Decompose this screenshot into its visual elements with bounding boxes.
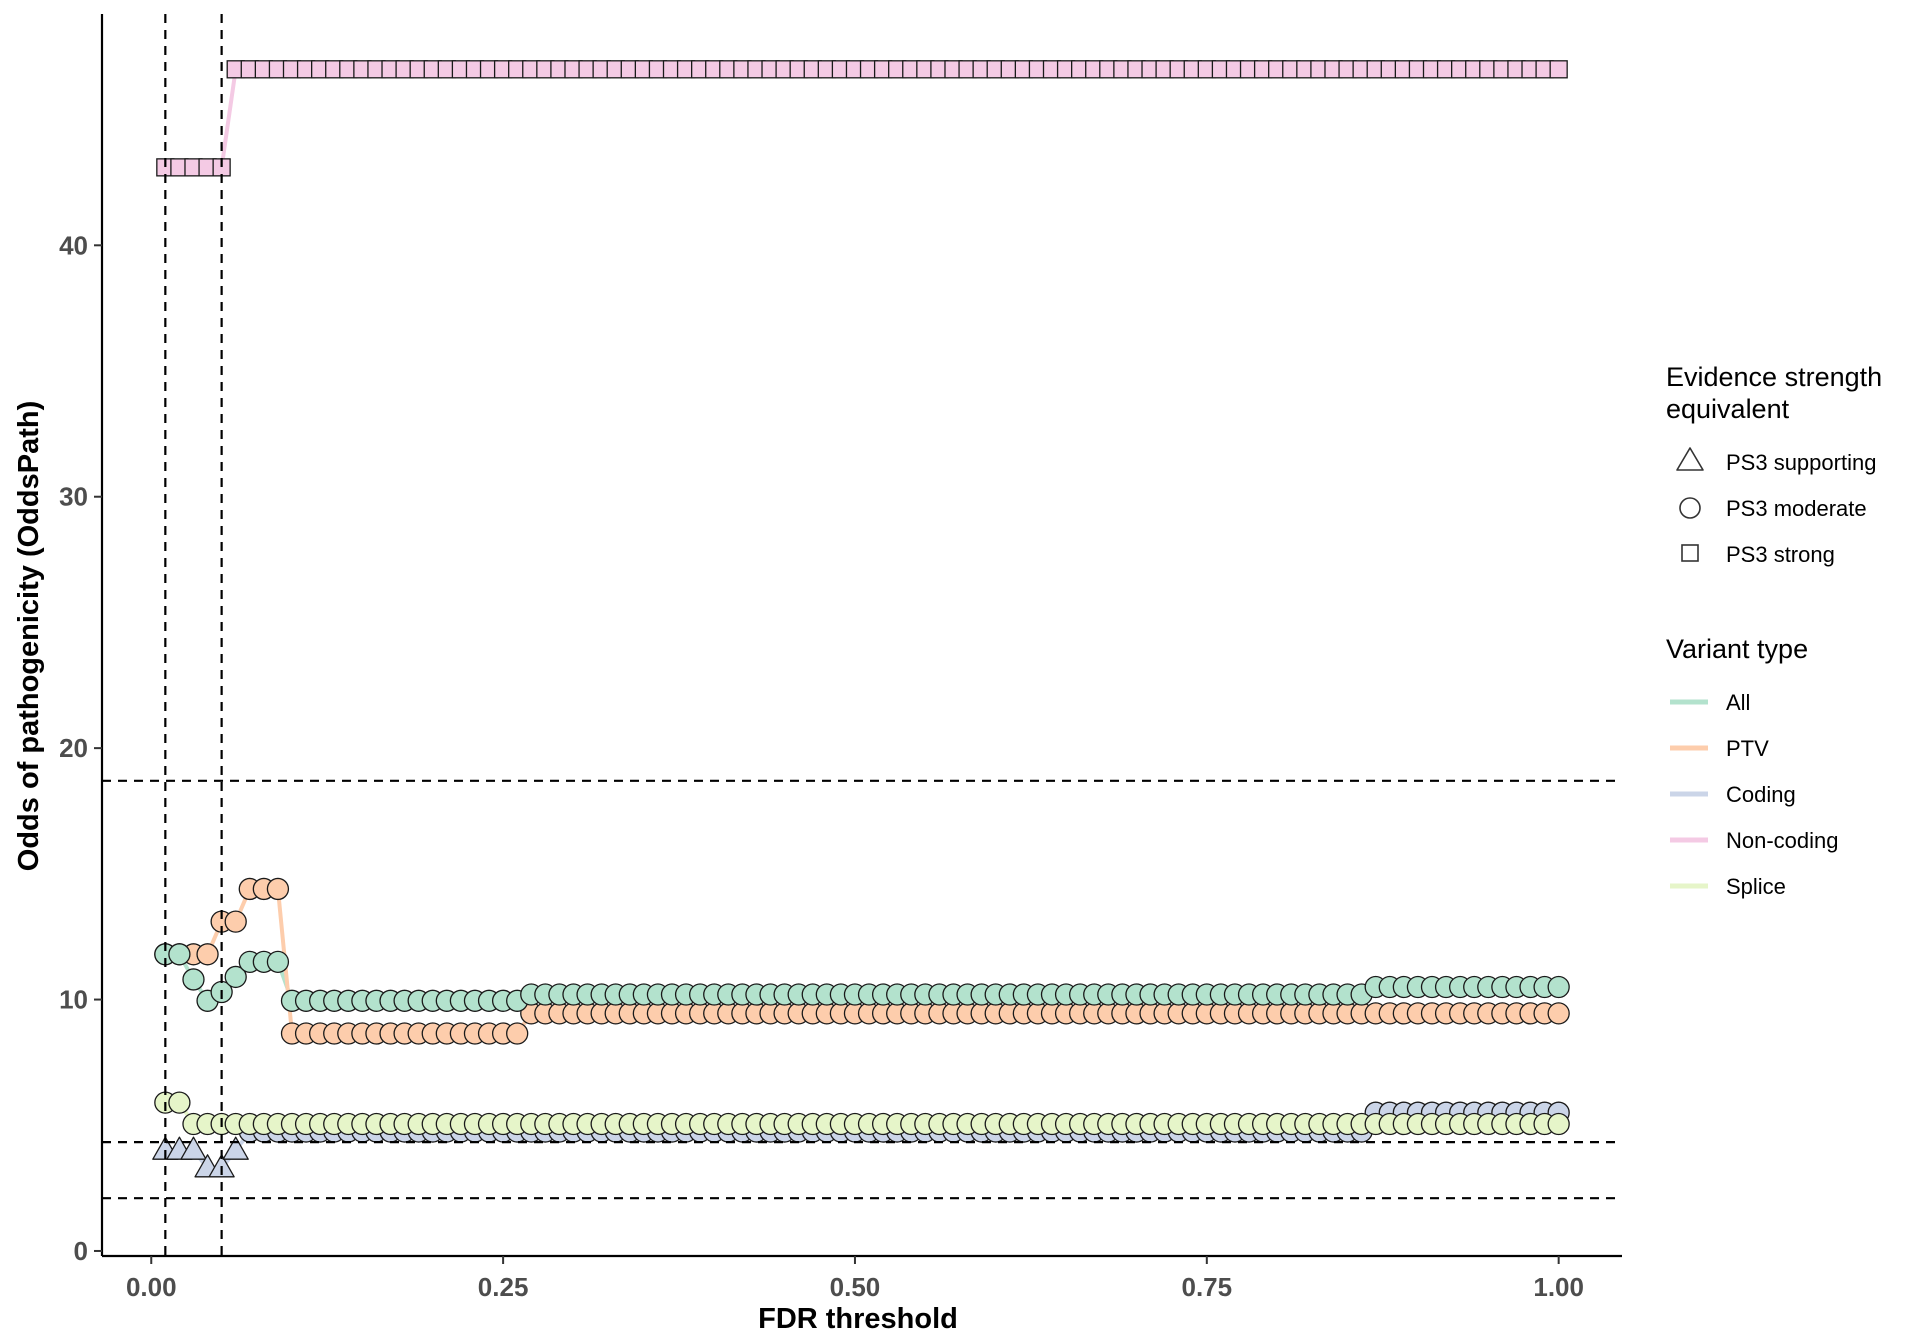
point-ptv <box>196 943 219 966</box>
legend-color-label: Splice <box>1726 874 1786 899</box>
point-all <box>224 965 247 989</box>
y-tick-label: 30 <box>59 482 88 512</box>
y-tick-label: 10 <box>59 985 88 1015</box>
shape-legend-items: PS3 supporting PS3 moderate PS3 strong <box>1676 447 1876 567</box>
axes <box>94 14 1622 1264</box>
y-tick-label: 20 <box>59 733 88 763</box>
color-legend-title: Variant type <box>1666 634 1808 664</box>
legend-color-label: All <box>1726 690 1750 715</box>
point-splice <box>1547 1112 1570 1136</box>
legend-color-label: Coding <box>1726 782 1796 807</box>
x-tick-label: 0.25 <box>478 1272 529 1302</box>
x-tick-label: 0.00 <box>126 1272 177 1302</box>
y-tick-label: 0 <box>74 1236 88 1266</box>
series-points-all <box>154 943 1570 1012</box>
series-points-non-coding <box>156 60 1568 177</box>
point-coding <box>208 1154 235 1178</box>
point-all <box>266 950 290 973</box>
legend-shape-label: PS3 strong <box>1726 542 1835 567</box>
tick-labels: 0.00 0.25 0.50 0.75 1.00 0 10 20 30 40 <box>59 230 1584 1302</box>
point-ptv <box>506 1022 529 1045</box>
series-points <box>152 60 1570 1178</box>
y-axis-title: Odds of pathogenicity (OddsPath) <box>13 401 45 871</box>
point-non-coding <box>1549 60 1568 79</box>
legend-shape-label: PS3 moderate <box>1726 496 1867 521</box>
reference-lines <box>102 14 1622 1256</box>
legend-color-label: PTV <box>1726 736 1769 761</box>
legend-triangle-icon <box>1676 447 1704 471</box>
series-points-splice <box>154 1091 1570 1136</box>
point-splice <box>168 1091 191 1114</box>
point-all <box>1547 975 1570 999</box>
point-all <box>182 968 205 991</box>
legend-circle-icon <box>1679 497 1701 519</box>
color-legend-items: All PTV Coding Non-coding Splice <box>1670 690 1839 899</box>
y-tick-label: 40 <box>59 230 88 260</box>
x-tick-label: 1.00 <box>1533 1272 1584 1302</box>
point-coding <box>222 1136 249 1160</box>
x-tick-label: 0.50 <box>830 1272 881 1302</box>
shape-legend-title-line2: equivalent <box>1666 394 1790 424</box>
point-ptv <box>1547 1002 1570 1025</box>
legend-square-icon <box>1681 544 1699 562</box>
legend-shape-label: PS3 supporting <box>1726 450 1876 475</box>
shape-legend-title-line1: Evidence strength <box>1666 362 1882 392</box>
point-ptv <box>224 910 247 933</box>
point-ptv <box>266 877 290 901</box>
x-axis-title: FDR threshold <box>758 1303 958 1335</box>
point-coding <box>180 1136 207 1160</box>
point-all <box>168 943 191 966</box>
legend-color-label: Non-coding <box>1726 828 1839 853</box>
x-tick-label: 0.75 <box>1182 1272 1233 1302</box>
legend: Evidence strength equivalent PS3 support… <box>1666 362 1882 899</box>
series-points-ptv <box>154 877 1570 1045</box>
